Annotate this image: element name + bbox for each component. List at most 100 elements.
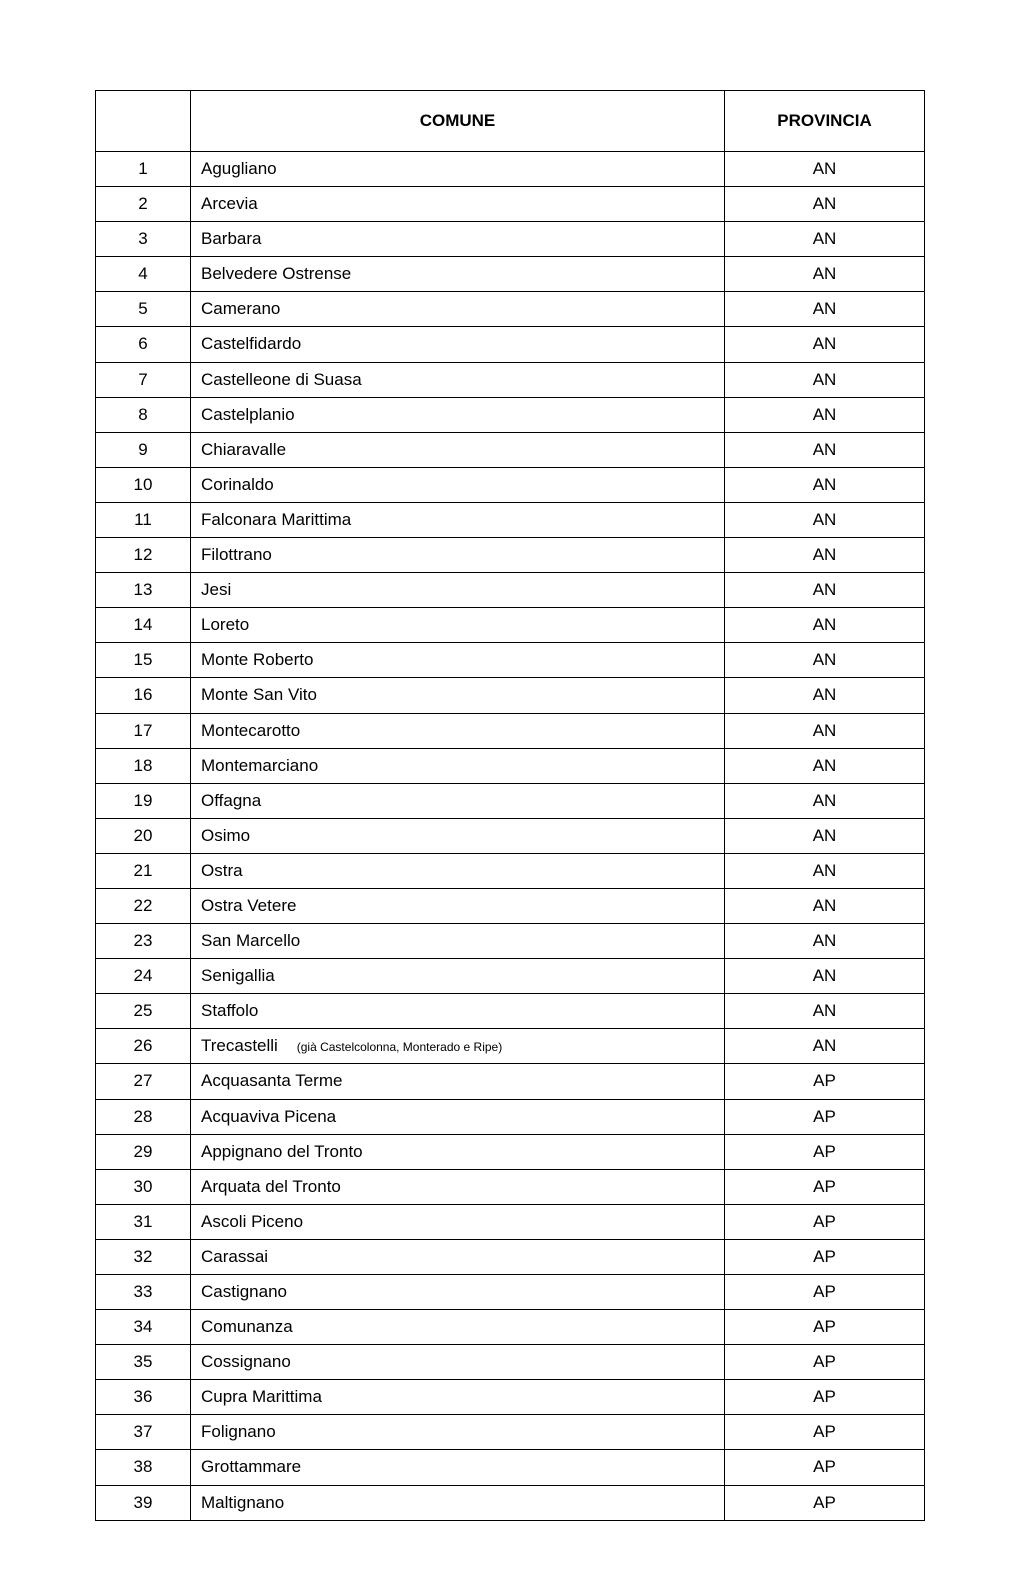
- row-number: 33: [96, 1275, 191, 1310]
- comune-name: Camerano: [201, 299, 280, 318]
- row-number: 31: [96, 1204, 191, 1239]
- row-comune: Agugliano: [191, 152, 725, 187]
- row-provincia: AN: [725, 643, 925, 678]
- row-number: 38: [96, 1450, 191, 1485]
- comune-name: Chiaravalle: [201, 440, 286, 459]
- table-row: 27Acquasanta TermeAP: [96, 1064, 925, 1099]
- row-comune: Ascoli Piceno: [191, 1204, 725, 1239]
- row-comune: Chiaravalle: [191, 432, 725, 467]
- comune-name: Montecarotto: [201, 721, 300, 740]
- header-blank: [96, 91, 191, 152]
- comune-name: Monte Roberto: [201, 650, 313, 669]
- row-number: 29: [96, 1134, 191, 1169]
- row-comune: Belvedere Ostrense: [191, 257, 725, 292]
- table-row: 36Cupra MarittimaAP: [96, 1380, 925, 1415]
- comune-name: Ostra Vetere: [201, 896, 296, 915]
- row-number: 30: [96, 1169, 191, 1204]
- comune-name: Acquasanta Terme: [201, 1071, 342, 1090]
- row-number: 1: [96, 152, 191, 187]
- header-comune: COMUNE: [191, 91, 725, 152]
- row-comune: Carassai: [191, 1239, 725, 1274]
- row-provincia: AN: [725, 783, 925, 818]
- row-comune: Staffolo: [191, 994, 725, 1029]
- row-provincia: AN: [725, 397, 925, 432]
- row-comune: Appignano del Tronto: [191, 1134, 725, 1169]
- comune-name: Loreto: [201, 615, 249, 634]
- row-provincia: AN: [725, 152, 925, 187]
- comune-name: Castelleone di Suasa: [201, 370, 362, 389]
- row-number: 8: [96, 397, 191, 432]
- comune-name: Arquata del Tronto: [201, 1177, 341, 1196]
- row-number: 39: [96, 1485, 191, 1520]
- row-provincia: AN: [725, 292, 925, 327]
- comune-name: Ostra: [201, 861, 243, 880]
- comune-name: Maltignano: [201, 1493, 284, 1512]
- table-row: 30Arquata del TrontoAP: [96, 1169, 925, 1204]
- table-row: 31Ascoli PicenoAP: [96, 1204, 925, 1239]
- row-provincia: AN: [725, 1029, 925, 1064]
- comuni-table: COMUNE PROVINCIA 1AguglianoAN2ArceviaAN3…: [95, 90, 925, 1521]
- row-provincia: AN: [725, 222, 925, 257]
- row-provincia: AP: [725, 1099, 925, 1134]
- row-provincia: AN: [725, 608, 925, 643]
- table-header-row: COMUNE PROVINCIA: [96, 91, 925, 152]
- comune-name: Castelfidardo: [201, 334, 301, 353]
- row-number: 24: [96, 959, 191, 994]
- row-comune: Grottammare: [191, 1450, 725, 1485]
- row-provincia: AN: [725, 187, 925, 222]
- table-row: 11Falconara MarittimaAN: [96, 502, 925, 537]
- row-number: 23: [96, 924, 191, 959]
- row-comune: Castelplanio: [191, 397, 725, 432]
- table-row: 7Castelleone di SuasaAN: [96, 362, 925, 397]
- row-provincia: AN: [725, 573, 925, 608]
- table-row: 1 Agugliano AN: [96, 152, 925, 187]
- row-number: 36: [96, 1380, 191, 1415]
- row-provincia: AN: [725, 327, 925, 362]
- comune-name: Osimo: [201, 826, 250, 845]
- table-row: 38GrottammareAP: [96, 1450, 925, 1485]
- table-row: 39 Maltignano AP: [96, 1485, 925, 1520]
- table-row: 19OffagnaAN: [96, 783, 925, 818]
- comune-name: Castignano: [201, 1282, 287, 1301]
- table-row: 10CorinaldoAN: [96, 467, 925, 502]
- row-provincia: AP: [725, 1204, 925, 1239]
- comune-name: Arcevia: [201, 194, 258, 213]
- comune-name: Cossignano: [201, 1352, 291, 1371]
- row-provincia: AN: [725, 467, 925, 502]
- row-number: 16: [96, 678, 191, 713]
- row-comune: Senigallia: [191, 959, 725, 994]
- table-row: 20OsimoAN: [96, 818, 925, 853]
- table-row: 9ChiaravalleAN: [96, 432, 925, 467]
- row-comune: Montemarciano: [191, 748, 725, 783]
- row-provincia: AN: [725, 994, 925, 1029]
- comune-name: Corinaldo: [201, 475, 274, 494]
- table-row: 16Monte San VitoAN: [96, 678, 925, 713]
- row-provincia: AP: [725, 1485, 925, 1520]
- comune-name: Comunanza: [201, 1317, 293, 1336]
- table-row: 15Monte RobertoAN: [96, 643, 925, 678]
- row-comune: Monte Roberto: [191, 643, 725, 678]
- row-number: 11: [96, 502, 191, 537]
- table-row: 14LoretoAN: [96, 608, 925, 643]
- comune-note: (già Castelcolonna, Monterado e Ripe): [297, 1040, 502, 1054]
- comune-name: Barbara: [201, 229, 261, 248]
- row-provincia: AP: [725, 1345, 925, 1380]
- row-provincia: AN: [725, 748, 925, 783]
- table-body: 1AguglianoAN2ArceviaAN3BarbaraAN4Belvede…: [96, 152, 925, 1521]
- table-row: 24SenigalliaAN: [96, 959, 925, 994]
- comune-name: Trecastelli: [201, 1036, 278, 1055]
- row-number: 35: [96, 1345, 191, 1380]
- row-number: 5: [96, 292, 191, 327]
- row-number: 34: [96, 1310, 191, 1345]
- comune-name: Agugliano: [201, 159, 277, 178]
- row-number: 3: [96, 222, 191, 257]
- row-comune: Monte San Vito: [191, 678, 725, 713]
- row-provincia: AN: [725, 818, 925, 853]
- comune-name: Appignano del Tronto: [201, 1142, 363, 1161]
- comune-name: Cupra Marittima: [201, 1387, 322, 1406]
- comune-name: Monte San Vito: [201, 685, 317, 704]
- table-row: 29Appignano del TrontoAP: [96, 1134, 925, 1169]
- table-row: 25StaffoloAN: [96, 994, 925, 1029]
- table-row: 18MontemarcianoAN: [96, 748, 925, 783]
- row-number: 6: [96, 327, 191, 362]
